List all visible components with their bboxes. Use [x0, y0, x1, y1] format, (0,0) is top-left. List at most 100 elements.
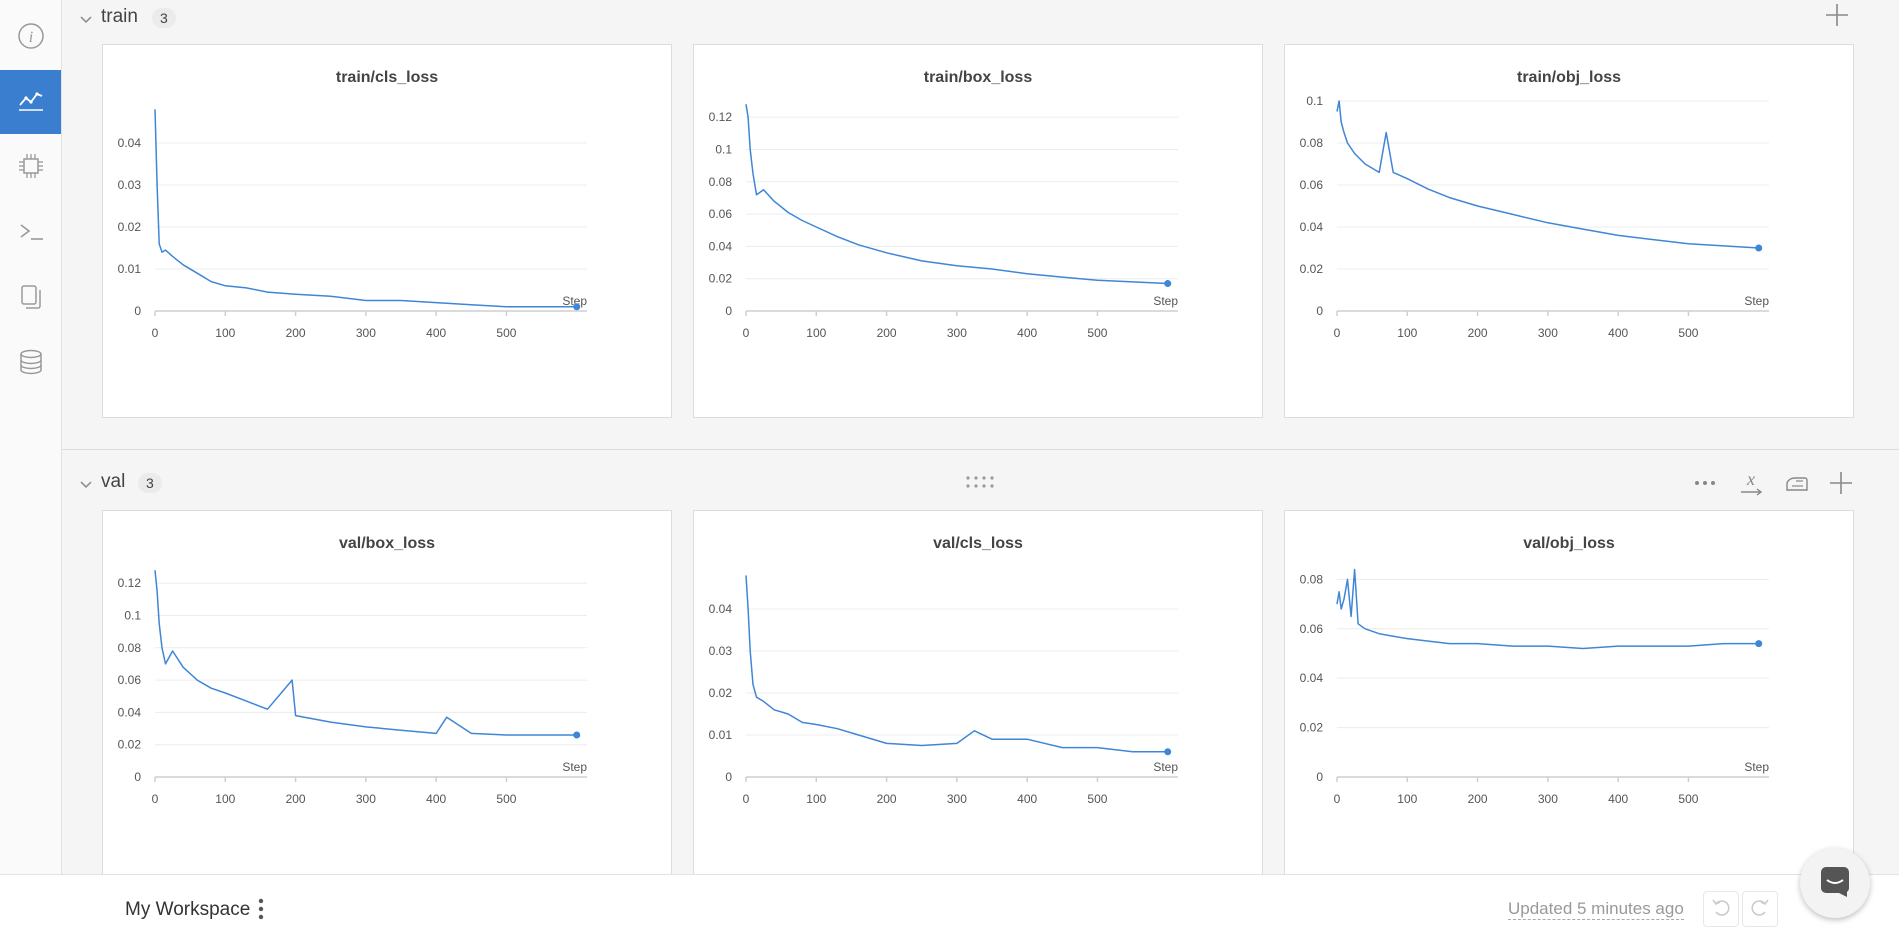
files-icon [16, 281, 46, 316]
series-line [1336, 100, 1759, 249]
y-tick-label: 0.04 [118, 705, 142, 719]
redo-button[interactable] [1742, 891, 1778, 927]
smoothing-icon[interactable] [1782, 468, 1812, 498]
x-axis-label: Step [1744, 294, 1769, 308]
x-tick-label: 500 [496, 326, 516, 340]
x-tick-label: 200 [286, 792, 306, 806]
section-title: train [101, 6, 138, 27]
chart-title: train/cls_loss [336, 69, 438, 86]
section-header-val[interactable]: val 3 [62, 469, 1899, 495]
y-tick-label: 0 [134, 770, 141, 784]
chart-title: train/obj_loss [1517, 69, 1621, 86]
chevron-down-icon[interactable] [80, 12, 92, 24]
x-tick-label: 400 [426, 792, 446, 806]
more-icon[interactable] [1690, 468, 1720, 498]
chevron-down-icon[interactable] [80, 477, 92, 489]
sidebar: i [0, 0, 62, 874]
series-end-point [1164, 748, 1172, 756]
x-tick-label: 400 [1608, 326, 1628, 340]
x-axis-icon[interactable]: x [1736, 468, 1766, 498]
y-tick-label: 0.04 [709, 239, 733, 253]
x-axis-label: Step [1744, 760, 1769, 774]
y-tick-label: 0.02 [1300, 262, 1324, 276]
chart-panel-train-cls-loss[interactable]: train/cls_loss 0 0.01 0.02 0.03 0.04 0 100 200 30… [102, 44, 672, 418]
series-end-point [1755, 244, 1763, 252]
y-tick-label: 0.03 [118, 178, 142, 192]
terminal-icon [16, 217, 46, 252]
series-end-point [1755, 640, 1763, 648]
chart-panel-val-box-loss[interactable]: val/box_loss 0 0.02 0.04 0.06 0.08 0.1 0.12 0 100… [102, 510, 672, 874]
chart-title: val/box_loss [339, 535, 435, 552]
chart-panel-val-obj-loss[interactable]: val/obj_loss 0 0.02 0.04 0.06 0.08 0 100 200 300 4… [1284, 510, 1854, 874]
x-tick-label: 300 [356, 326, 376, 340]
svg-text:i: i [28, 29, 32, 46]
y-tick-label: 0.08 [118, 641, 142, 655]
sidebar-item-charts[interactable] [0, 70, 61, 134]
chart-panel-val-cls-loss[interactable]: val/cls_loss 0 0.01 0.02 0.03 0.04 0 100 200 300 4… [693, 510, 1263, 874]
x-tick-label: 400 [426, 326, 446, 340]
x-tick-label: 0 [743, 326, 750, 340]
sidebar-item-files[interactable] [0, 266, 61, 330]
section-header-train[interactable]: train 3 [62, 4, 1899, 30]
y-tick-label: 0.1 [1306, 94, 1323, 108]
x-tick-label: 400 [1017, 792, 1037, 806]
chart-title: val/cls_loss [933, 535, 1023, 552]
sidebar-item-logs[interactable] [0, 202, 61, 266]
x-tick-label: 0 [152, 792, 159, 806]
y-tick-label: 0.06 [709, 207, 733, 221]
y-tick-label: 0.03 [709, 644, 733, 658]
y-tick-label: 0.01 [709, 728, 733, 742]
x-tick-label: 500 [1678, 792, 1698, 806]
x-axis-label: Step [1153, 760, 1178, 774]
chart-title: val/obj_loss [1523, 535, 1615, 552]
y-tick-label: 0.08 [1300, 572, 1324, 586]
x-tick-label: 300 [947, 326, 967, 340]
drag-handle-icon[interactable] [962, 470, 998, 499]
chart-panel-train-obj-loss[interactable]: train/obj_loss 0 0.02 0.04 0.06 0.08 0.1 0 100 20… [1284, 44, 1854, 418]
y-tick-label: 0 [1316, 304, 1323, 318]
x-axis-label: Step [1153, 294, 1178, 308]
sidebar-item-overview[interactable]: i [0, 6, 61, 70]
series-end-point [1164, 280, 1172, 288]
chat-button[interactable] [1800, 848, 1870, 918]
x-axis-label: Step [562, 760, 587, 774]
y-tick-label: 0.08 [1300, 136, 1324, 150]
y-tick-label: 0.08 [709, 175, 733, 189]
chart-panel-train-box-loss[interactable]: train/box_loss 0 0.02 0.04 0.06 0.08 0.1 0.12 0 1… [693, 44, 1263, 418]
y-tick-label: 0.12 [118, 576, 142, 590]
x-tick-label: 100 [215, 326, 235, 340]
y-tick-label: 0.04 [1300, 220, 1324, 234]
x-tick-label: 200 [877, 326, 897, 340]
x-tick-label: 0 [1334, 326, 1341, 340]
x-tick-label: 0 [152, 326, 159, 340]
y-tick-label: 0.02 [709, 272, 733, 286]
series-end-point [573, 731, 581, 739]
x-tick-label: 100 [806, 792, 826, 806]
kebab-menu-icon[interactable] [254, 895, 268, 923]
y-tick-label: 0.04 [118, 136, 142, 150]
y-tick-label: 0 [725, 770, 732, 784]
y-tick-label: 0 [725, 304, 732, 318]
x-tick-label: 200 [1468, 326, 1488, 340]
y-tick-label: 0.04 [709, 602, 733, 616]
y-tick-label: 0.1 [124, 608, 141, 622]
undo-button[interactable] [1703, 891, 1739, 927]
chat-icon [1817, 863, 1853, 904]
y-tick-label: 0.02 [709, 686, 733, 700]
add-panel-icon[interactable] [1826, 468, 1856, 498]
y-tick-label: 0.02 [1300, 721, 1324, 735]
info-icon: i [16, 21, 46, 56]
series-line [745, 575, 1168, 753]
y-tick-label: 0 [134, 304, 141, 318]
x-tick-label: 500 [1087, 326, 1107, 340]
sidebar-item-system[interactable] [0, 136, 61, 200]
x-tick-label: 500 [496, 792, 516, 806]
add-panel-icon[interactable] [1822, 0, 1852, 35]
y-tick-label: 0.1 [715, 142, 732, 156]
workspace-name[interactable]: My Workspace [125, 899, 251, 920]
y-tick-label: 0 [1316, 770, 1323, 784]
section-divider [62, 449, 1899, 450]
section-title: val [101, 471, 126, 492]
y-tick-label: 0.06 [1300, 178, 1324, 192]
sidebar-item-artifacts[interactable] [0, 332, 61, 396]
